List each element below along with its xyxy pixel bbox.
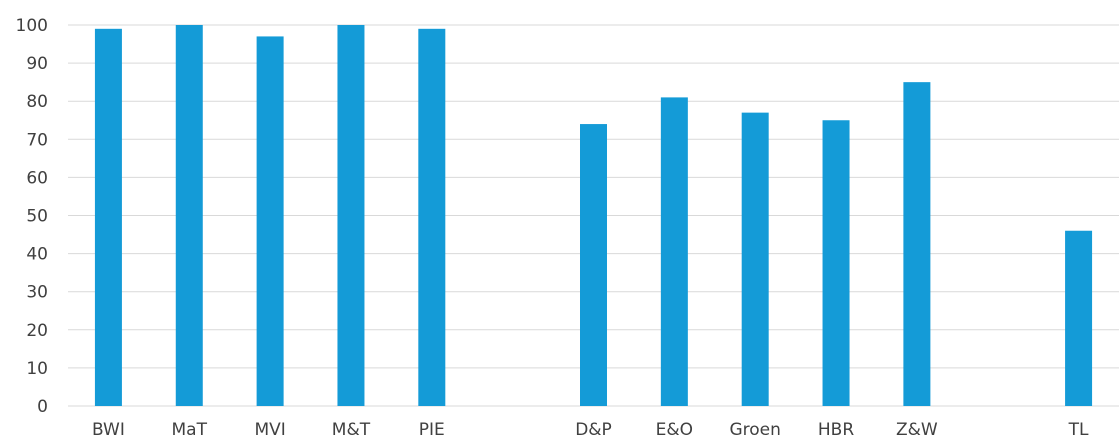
y-tick-label: 0 [37,397,48,417]
y-tick-label: 80 [26,92,48,112]
bar-pie [418,28,446,407]
bar-d-p [580,124,607,406]
y-tick-label: 70 [26,130,48,150]
x-tick-label: MaT [172,420,208,440]
x-tick-label: PIE [419,420,445,440]
y-tick-label: 40 [26,245,48,265]
bar-mvi [256,36,284,407]
y-tick-label: 100 [16,16,48,36]
bar-mat [175,25,203,406]
x-tick-label: M&T [332,420,371,440]
x-tick-label: TL [1068,420,1089,440]
x-tick-label: D&P [575,420,612,440]
bar-bwi [94,28,122,407]
x-tick-label: BWI [92,420,125,440]
x-axis-tick-labels: BWI MaT MVI M&T PIE D&P E&O Groen HBR Z&W TL [92,420,1089,440]
x-tick-label: MVI [254,420,285,440]
y-tick-label: 50 [26,207,48,227]
bar-m-t [337,25,365,406]
y-axis-tick-labels: 0 10 20 30 40 50 60 70 80 90 100 [16,16,48,417]
y-tick-label: 30 [26,283,48,303]
x-tick-label: Groen [729,420,780,440]
y-tick-label: 10 [26,359,48,379]
bar-e-o [660,97,688,406]
bars [94,25,1093,407]
bar-z-w [903,82,931,407]
x-tick-label: HBR [818,420,854,440]
x-tick-label: E&O [656,420,693,440]
bar-tl [1065,230,1093,406]
x-tick-label: Z&W [896,420,938,440]
y-tick-label: 90 [26,54,48,74]
y-tick-label: 60 [26,168,48,188]
y-tick-label: 20 [26,321,48,341]
bar-groen [741,112,769,406]
bar-hbr [822,120,850,406]
